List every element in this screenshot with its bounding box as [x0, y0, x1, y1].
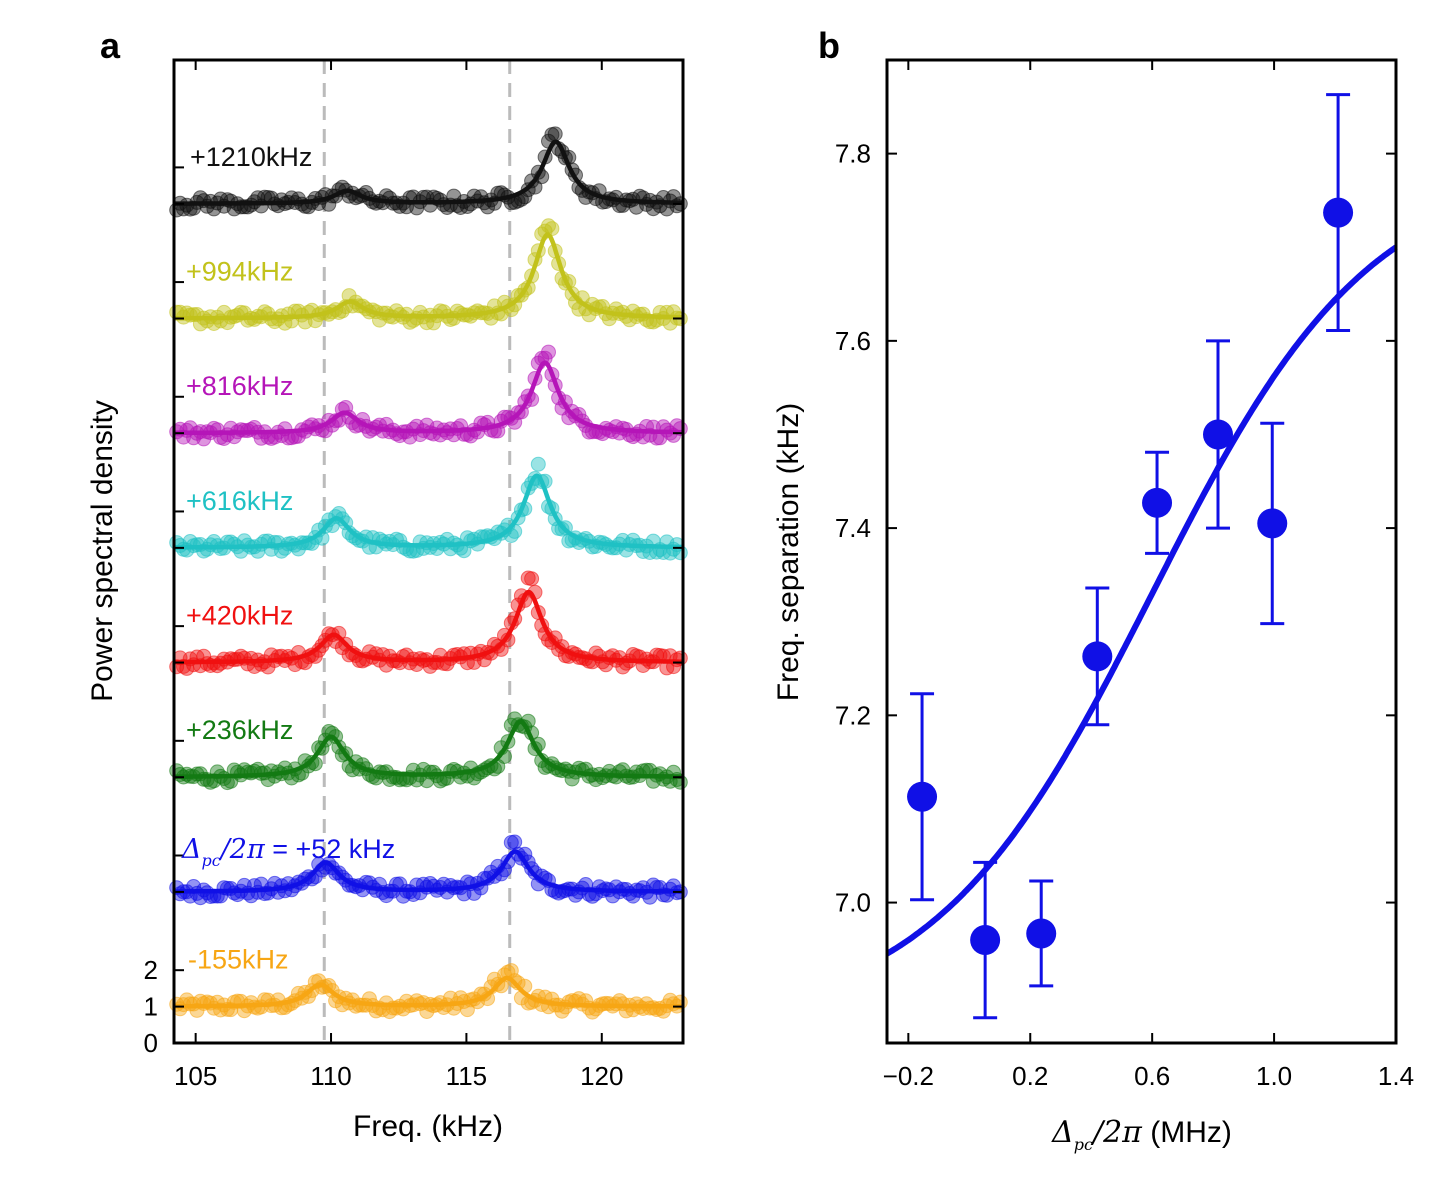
b-point-marker — [1203, 419, 1234, 450]
b-point-marker — [1323, 197, 1354, 228]
b-data-point — [1257, 421, 1288, 626]
a-x-tick-label: 110 — [310, 1061, 351, 1091]
b-point-marker — [1142, 487, 1173, 518]
b-fit-curve-group — [885, 244, 1398, 957]
a-cyan-fit-line — [173, 473, 684, 550]
b-x-ticks: −0.2 0.2 0.6 1.0 1.4 — [883, 60, 1414, 1091]
a-x-tick-label: 105 — [174, 1061, 217, 1091]
a-curve-label-red: +420kHz — [186, 601, 293, 631]
b-y-ticks: 7.0 7.2 7.4 7.6 7.8 — [835, 139, 1396, 918]
panel-a-spectra-chart: 0 1 2 105 110 115 120 -155kHz Δpc/2π = +52 kHz… — [86, 58, 688, 1143]
a-series-green — [169, 711, 688, 791]
b-points-group — [907, 93, 1354, 1020]
a-label-value: = +52 kHz — [265, 834, 396, 864]
a-black-point — [547, 126, 563, 142]
b-y-tick-label: 7.0 — [835, 888, 871, 918]
b-data-point — [1142, 450, 1173, 555]
a-blue-fit-line — [173, 849, 684, 894]
a-x-axis-label: Freq. (kHz) — [353, 1110, 503, 1143]
a-red-point — [524, 571, 540, 587]
a-series-black — [169, 126, 688, 218]
a-y-ticks: 0 1 2 — [144, 166, 683, 1058]
b-x-tick-label: 1.4 — [1378, 1061, 1414, 1091]
a-magenta-point — [541, 344, 556, 360]
a-series-group — [169, 126, 688, 1020]
b-x-label-delta: Δ — [1051, 1115, 1074, 1150]
a-curve-label-cyan: +616kHz — [186, 486, 293, 516]
a-series-orange — [169, 963, 688, 1020]
b-data-point — [1026, 879, 1057, 988]
b-x-label-over-2pi: /2π — [1090, 1115, 1143, 1150]
b-y-axis-label: Freq. separation (kHz) — [772, 403, 805, 701]
b-data-point — [1323, 93, 1354, 333]
a-olive-fit-line — [173, 232, 684, 321]
b-point-marker — [970, 925, 1001, 956]
b-x-tick-label: −0.2 — [883, 1061, 934, 1091]
b-data-point — [907, 692, 938, 902]
a-orange-fit-line — [173, 975, 684, 1009]
a-blue-point — [507, 834, 523, 850]
b-point-marker — [1082, 641, 1113, 672]
b-x-label-unit: (MHz) — [1142, 1116, 1232, 1149]
a-dashed-lines — [322, 60, 512, 1043]
b-data-point — [1203, 339, 1234, 530]
a-black-fit-line — [173, 139, 684, 206]
b-data-point — [1082, 586, 1113, 727]
b-fit-curve — [885, 244, 1398, 957]
b-y-tick-label: 7.4 — [835, 513, 871, 543]
a-label-sub: pc — [202, 851, 221, 870]
a-y-axis-label: Power spectral density — [86, 400, 119, 702]
a-series-olive — [169, 218, 688, 332]
a-x-tick-label: 120 — [580, 1061, 623, 1091]
a-curve-label-blue: Δpc/2π = +52 kHz — [181, 834, 395, 870]
b-data-point — [970, 860, 1001, 1020]
a-x-ticks: 105 110 115 120 — [174, 60, 623, 1091]
b-x-tick-label: 0.6 — [1134, 1061, 1170, 1091]
a-red-fit-line — [173, 589, 684, 665]
a-curve-label-magenta: +816kHz — [186, 371, 293, 401]
panel-b-letter: b — [818, 25, 840, 66]
a-series-red — [169, 570, 688, 676]
a-curve-labels: -155kHz Δpc/2π = +52 kHz +236kHz +420kHz +61… — [181, 142, 395, 975]
a-curve-label-orange: -155kHz — [188, 945, 289, 975]
a-y-tick-label: 0 — [144, 1028, 158, 1058]
a-green-fit-line — [173, 719, 684, 779]
a-series-cyan — [169, 456, 688, 561]
a-curve-label-black: +1210kHz — [190, 142, 312, 172]
b-x-axis-label: Δpc/2π (MHz) — [1051, 1115, 1232, 1154]
b-point-marker — [1026, 918, 1057, 949]
a-series-magenta — [169, 344, 688, 447]
b-x-tick-label: 1.0 — [1256, 1061, 1292, 1091]
b-plot-frame — [885, 58, 1398, 1045]
a-x-tick-label: 115 — [446, 1061, 487, 1091]
a-magenta-fit-line — [173, 360, 684, 436]
a-curve-label-green: +236kHz — [186, 715, 293, 745]
b-y-tick-label: 7.8 — [835, 139, 871, 169]
a-y-tick-label: 1 — [144, 992, 158, 1022]
a-plot-frame — [172, 58, 685, 1045]
a-label-over-2pi: /2π — [218, 834, 266, 865]
panel-b-separation-chart: 7.0 7.2 7.4 7.6 7.8 −0.2 0.2 0.6 1.0 1.4 Freq. s… — [772, 58, 1414, 1154]
a-series-blue — [169, 834, 688, 906]
b-y-tick-label: 7.6 — [835, 326, 871, 356]
b-y-tick-label: 7.2 — [835, 700, 871, 730]
a-cyan-point — [530, 456, 546, 472]
a-label-delta: Δ — [181, 834, 202, 865]
b-point-marker — [907, 781, 938, 812]
b-x-label-sub: pc — [1074, 1135, 1093, 1154]
panel-a-letter: a — [100, 25, 121, 66]
b-point-marker — [1257, 508, 1288, 539]
a-curve-label-olive: +994kHz — [186, 256, 293, 286]
b-x-tick-label: 0.2 — [1012, 1061, 1048, 1091]
a-y-tick-label: 2 — [144, 955, 158, 985]
